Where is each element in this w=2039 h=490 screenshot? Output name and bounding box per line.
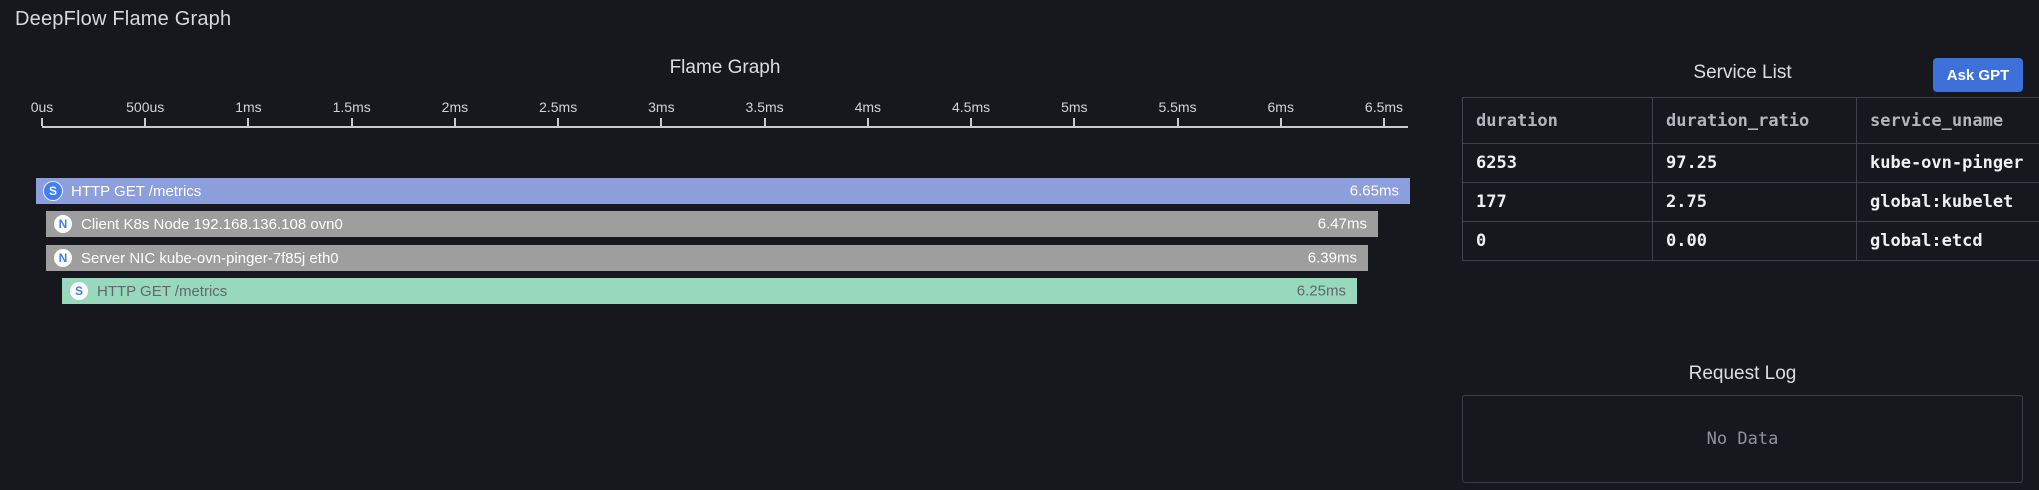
flame-bar-duration: 6.25ms xyxy=(1296,282,1346,300)
span-type-icon-n: N xyxy=(54,215,72,233)
flame-graph-panel-title: Flame Graph xyxy=(669,57,781,78)
axis-tick-mark xyxy=(1176,118,1179,126)
axis-tick-label: 4.5ms xyxy=(952,99,991,115)
flame-bar[interactable]: N Server NIC kube-ovn-pinger-7f85j eth0 6.… xyxy=(46,245,1368,271)
axis-tick-label: 2.5ms xyxy=(539,99,578,115)
page-title: DeepFlow Flame Graph xyxy=(15,8,232,30)
flame-bar-duration: 6.47ms xyxy=(1317,215,1367,233)
table-cell: 6253 xyxy=(1462,143,1653,183)
span-type-icon-n: N xyxy=(54,249,72,267)
flame-bar[interactable]: S HTTP GET /metrics 6.65ms xyxy=(36,178,1410,204)
table-cell: global:kubelet xyxy=(1856,182,2039,222)
table-cell: 0 xyxy=(1462,221,1653,261)
flame-bar-label: HTTP GET /metrics xyxy=(97,282,228,300)
flame-bar-duration: 6.39ms xyxy=(1307,249,1357,267)
axis-tick-mark xyxy=(350,118,353,126)
table-cell: 97.25 xyxy=(1652,143,1857,183)
service-list-table: duration duration_ratio service_uname 6253… xyxy=(1462,97,2039,261)
axis-tick-label: 3ms xyxy=(648,99,675,115)
axis-tick-mark xyxy=(1279,118,1282,126)
axis-tick-mark xyxy=(453,118,456,126)
axis-tick-label: 5.5ms xyxy=(1158,99,1197,115)
axis-tick-mark xyxy=(41,118,43,126)
no-data-text: No Data xyxy=(1706,429,1779,449)
flame-bar[interactable]: S HTTP GET /metrics 6.25ms xyxy=(62,278,1357,304)
table-cell: 2.75 xyxy=(1652,182,1857,222)
column-header[interactable]: service_uname xyxy=(1856,97,2039,144)
axis-tick-label: 1.5ms xyxy=(332,99,371,115)
table-cell: global:etcd xyxy=(1856,221,2039,261)
axis-tick-mark xyxy=(557,118,560,126)
flame-bar-duration: 6.65ms xyxy=(1349,182,1399,200)
axis-tick-mark xyxy=(247,118,250,126)
column-header[interactable]: duration_ratio xyxy=(1652,97,1857,144)
axis-tick-label: 5ms xyxy=(1061,99,1088,115)
axis-tick-mark xyxy=(660,118,663,126)
table-header-row: duration duration_ratio service_uname xyxy=(1462,97,2039,144)
axis-tick-label: 6.5ms xyxy=(1364,99,1404,115)
time-axis: 0us 500us 1ms 1.5ms 2ms 2.5ms 3ms 3.5ms 4ms 4.5ms… xyxy=(31,99,1408,128)
axis-tick-mark xyxy=(144,118,147,126)
table-row[interactable]: 6253 97.25 kube-ovn-pinger xyxy=(1462,143,2039,183)
time-axis-line xyxy=(42,126,1408,128)
axis-tick-label: 3.5ms xyxy=(745,99,784,115)
axis-tick-mark xyxy=(1073,118,1076,126)
request-log-empty-box: No Data xyxy=(1462,395,2023,483)
axis-tick-label: 500us xyxy=(126,99,165,115)
ask-gpt-button[interactable]: Ask GPT xyxy=(1933,58,2023,92)
table-row[interactable]: 177 2.75 global:kubelet xyxy=(1462,182,2039,222)
table-row[interactable]: 0 0.00 global:etcd xyxy=(1462,221,2039,261)
column-header[interactable]: duration xyxy=(1462,97,1653,144)
axis-tick-label: 2ms xyxy=(441,99,469,115)
request-log-title: Request Log xyxy=(1688,363,1797,384)
table-cell: kube-ovn-pinger xyxy=(1856,143,2039,183)
service-list-title: Service List xyxy=(1693,62,1792,83)
axis-tick-mark xyxy=(970,118,973,126)
axis-tick-mark xyxy=(866,118,869,126)
axis-tick-mark xyxy=(763,118,766,126)
span-type-icon-s: S xyxy=(44,182,62,200)
table-cell: 0.00 xyxy=(1652,221,1857,261)
span-type-icon-s: S xyxy=(70,282,88,300)
flame-bar-label: Client K8s Node 192.168.136.108 ovn0 xyxy=(81,215,343,233)
table-cell: 177 xyxy=(1462,182,1653,222)
axis-tick-mark xyxy=(1382,118,1385,126)
flame-bar-label: Server NIC kube-ovn-pinger-7f85j eth0 xyxy=(81,249,339,267)
axis-tick-label: 1ms xyxy=(235,99,262,115)
axis-tick-label: 6ms xyxy=(1267,99,1294,115)
flame-bar-label: HTTP GET /metrics xyxy=(71,182,202,200)
axis-tick-label: 4ms xyxy=(854,99,882,115)
flame-bar[interactable]: N Client K8s Node 192.168.136.108 ovn0 6.4… xyxy=(46,211,1378,237)
axis-tick-label: 0us xyxy=(30,99,54,115)
